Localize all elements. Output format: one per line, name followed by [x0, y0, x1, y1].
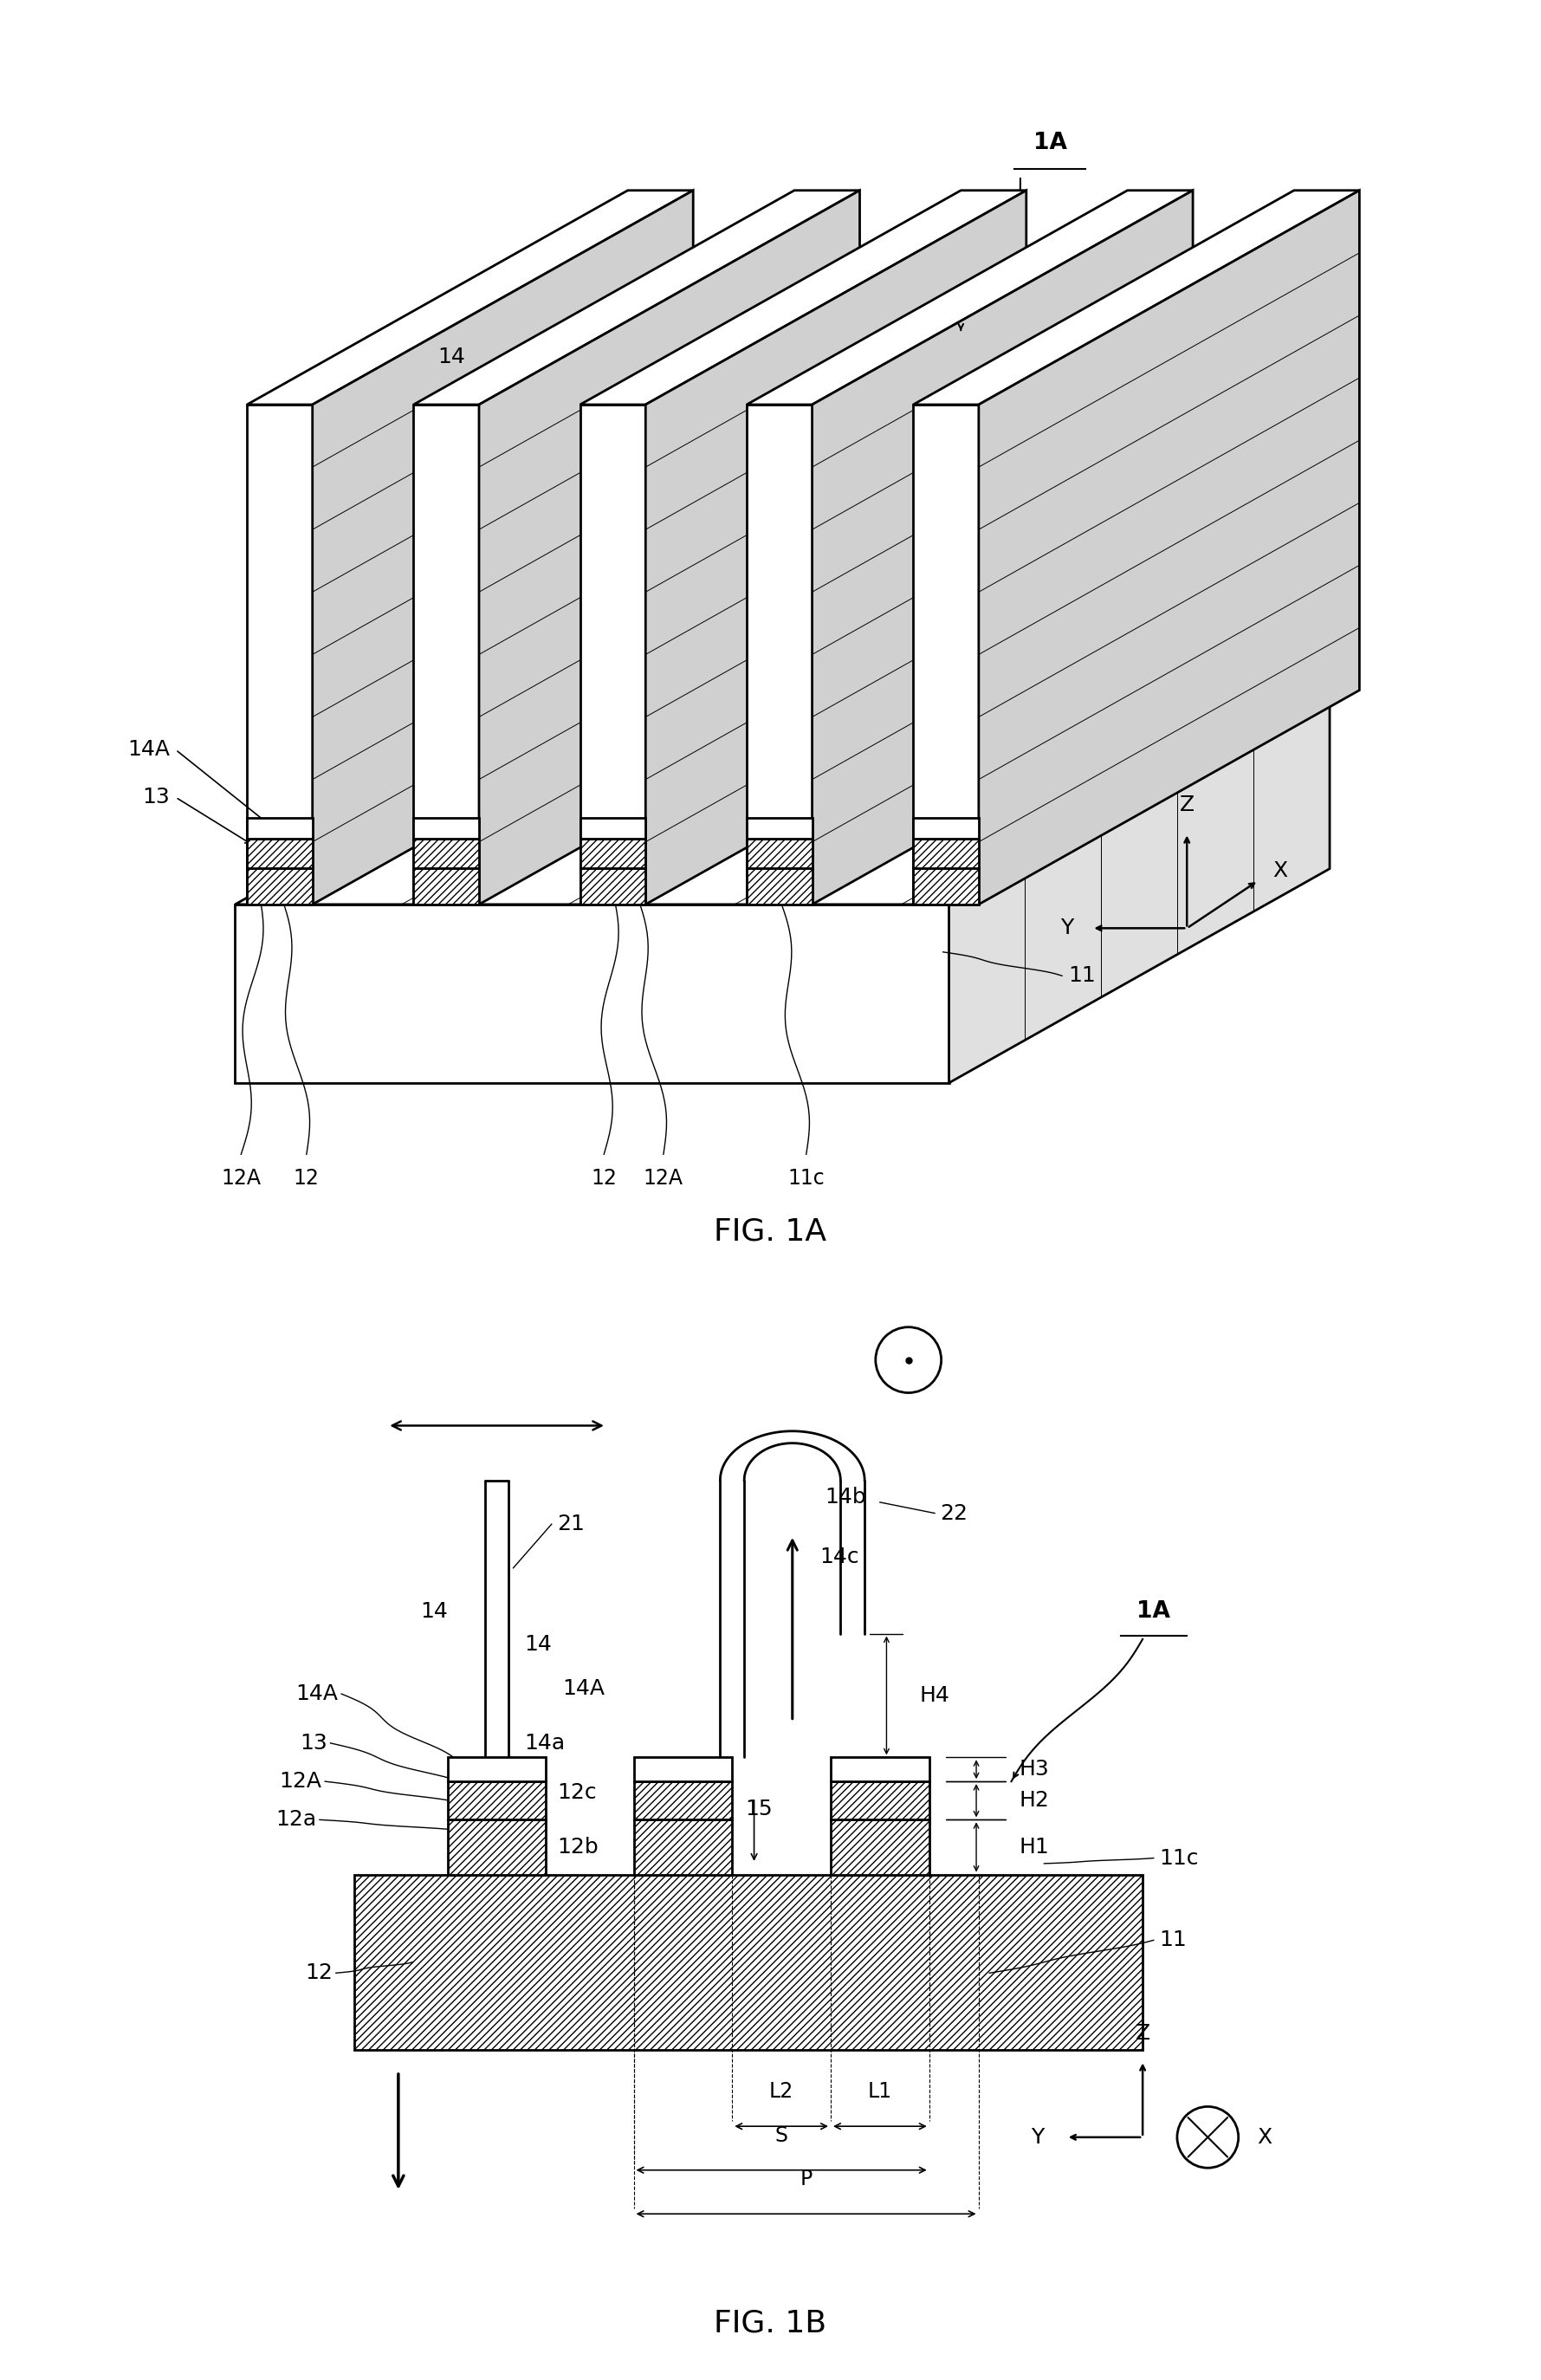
Text: 13: 13 [299, 1733, 327, 1754]
Polygon shape [579, 405, 646, 904]
Text: 13: 13 [142, 788, 170, 807]
Bar [579, 819, 646, 840]
Text: H3: H3 [1019, 1759, 1049, 1780]
Circle shape [875, 1328, 942, 1392]
Text: 22: 22 [940, 1502, 968, 1523]
Text: 14: 14 [421, 1602, 447, 1623]
Bar [354, 1875, 1143, 2049]
Polygon shape [236, 690, 1330, 904]
Text: 14A: 14A [128, 740, 170, 759]
Polygon shape [579, 190, 1026, 405]
Bar [914, 819, 979, 840]
Text: 15: 15 [746, 1799, 772, 1818]
Bar [413, 819, 479, 840]
Text: 12A: 12A [222, 1169, 260, 1188]
Text: L2: L2 [769, 2082, 794, 2102]
Text: 11c: 11c [1159, 1847, 1199, 1868]
Bar [247, 840, 313, 869]
Bar [447, 1756, 546, 1780]
Text: Z: Z [1136, 2023, 1150, 2044]
Bar [247, 819, 313, 840]
Text: 12c: 12c [556, 1783, 596, 1802]
Text: 12b: 12b [556, 1837, 598, 1856]
Bar [914, 869, 979, 904]
Bar [747, 869, 812, 904]
Bar [447, 1780, 546, 1821]
Polygon shape [313, 190, 693, 904]
Polygon shape [979, 190, 1359, 904]
Text: 14a: 14a [524, 1733, 566, 1754]
Text: 12a: 12a [276, 1809, 316, 1830]
Text: 12: 12 [592, 1169, 616, 1188]
Text: Z: Z [1179, 795, 1194, 814]
Bar [633, 1821, 732, 1875]
Text: P: P [800, 2168, 812, 2190]
Polygon shape [413, 405, 479, 904]
Text: 14c: 14c [820, 1547, 860, 1568]
Text: 11c: 11c [787, 1169, 824, 1188]
Text: H2: H2 [1019, 1790, 1049, 1811]
Text: L1: L1 [868, 2082, 892, 2102]
Text: 11: 11 [1068, 966, 1096, 985]
Text: X: X [1257, 2128, 1271, 2147]
Bar [747, 840, 812, 869]
Text: 12: 12 [305, 1964, 333, 1983]
Text: 11: 11 [1159, 1930, 1187, 1952]
Bar [413, 840, 479, 869]
Bar [633, 1780, 732, 1821]
Text: 12A: 12A [279, 1771, 322, 1792]
Text: 14A: 14A [296, 1683, 337, 1704]
Bar [831, 1756, 929, 1780]
Polygon shape [413, 190, 860, 405]
Text: 14: 14 [524, 1635, 552, 1654]
Bar [247, 869, 313, 904]
Text: H1: H1 [1019, 1837, 1049, 1856]
Bar [914, 840, 979, 869]
Bar [831, 1821, 929, 1875]
Polygon shape [914, 405, 979, 904]
Polygon shape [747, 190, 1193, 405]
Text: H4: H4 [920, 1685, 949, 1706]
Bar [413, 869, 479, 904]
Bar [579, 840, 646, 869]
Text: Y: Y [1031, 2128, 1045, 2147]
Polygon shape [479, 190, 860, 904]
Polygon shape [247, 405, 313, 904]
Text: S: S [775, 2125, 787, 2147]
Text: 12: 12 [293, 1169, 319, 1188]
Bar [831, 1780, 929, 1821]
Bar [633, 1756, 732, 1780]
Text: 1A: 1A [1034, 131, 1066, 155]
Polygon shape [747, 405, 812, 904]
Text: 14: 14 [438, 347, 465, 367]
Polygon shape [812, 190, 1193, 904]
Text: 1A: 1A [1137, 1599, 1171, 1623]
Text: 12A: 12A [644, 1169, 683, 1188]
Polygon shape [646, 190, 1026, 904]
Text: Y: Y [1060, 919, 1074, 938]
Text: 14b: 14b [826, 1488, 866, 1507]
Circle shape [1177, 2106, 1239, 2168]
Bar [579, 869, 646, 904]
Text: FIG. 1B: FIG. 1B [713, 2309, 828, 2337]
Bar [447, 1821, 546, 1875]
Bar [747, 819, 812, 840]
Text: 21: 21 [556, 1514, 584, 1535]
Text: FIG. 1A: FIG. 1A [713, 1216, 828, 1247]
Text: X: X [1273, 862, 1287, 881]
Polygon shape [914, 190, 1359, 405]
Polygon shape [236, 904, 949, 1083]
Text: 14A: 14A [562, 1678, 606, 1699]
Polygon shape [247, 190, 693, 405]
Polygon shape [949, 690, 1330, 1083]
